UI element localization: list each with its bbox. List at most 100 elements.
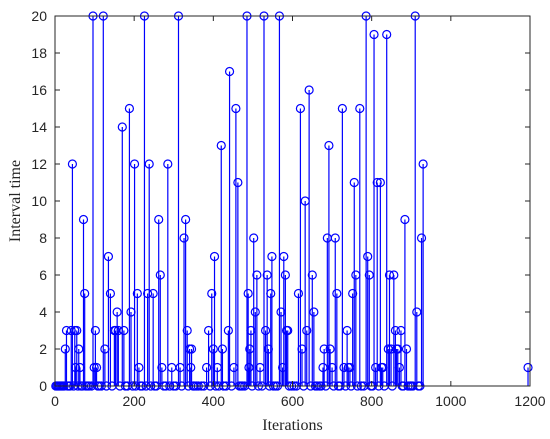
y-tick-label: 16 (31, 82, 47, 98)
stem-marker (523, 362, 533, 373)
x-tick-label: 1200 (514, 393, 545, 409)
stem-marker (327, 362, 337, 373)
stem-marker (307, 270, 317, 280)
stem-marker (223, 325, 233, 336)
stem-marker (78, 214, 89, 225)
stem-marker (163, 159, 173, 169)
stem-marker (342, 325, 352, 336)
stem-marker (90, 325, 100, 336)
stem-marker (267, 251, 277, 262)
stem-marker (207, 288, 217, 299)
stem-marker (295, 103, 306, 114)
stem-marker (279, 251, 289, 262)
stem-marker (134, 362, 144, 373)
stem-marker (393, 344, 403, 354)
stem-marker (389, 270, 399, 280)
y-tick-label: 0 (39, 378, 47, 394)
stem-marker (260, 325, 271, 336)
stem-marker (390, 325, 401, 336)
stem-marker (262, 270, 272, 280)
stem-marker (132, 288, 142, 299)
stem-marker (283, 325, 293, 336)
x-tick-label: 800 (360, 393, 384, 409)
stem-marker (179, 233, 189, 243)
stem-marker (394, 362, 404, 373)
stem-marker (117, 122, 127, 132)
stem-marker (252, 270, 262, 280)
stem-marker (143, 288, 153, 299)
y-tick-label: 8 (39, 230, 47, 246)
stem-marker (304, 85, 314, 95)
y-tick-label: 4 (39, 304, 47, 320)
stem-marker (124, 103, 135, 114)
x-tick-label: 400 (202, 393, 226, 409)
stem-marker (400, 214, 410, 225)
stem-marker (244, 362, 254, 373)
stem-marker (319, 344, 329, 354)
stem-marker (302, 325, 312, 336)
x-tick-label: 600 (281, 393, 305, 409)
axes-frame (54, 15, 531, 387)
stem-marker (231, 103, 241, 114)
stem-marker (416, 233, 427, 243)
stem-marker (325, 344, 335, 354)
stem-marker (355, 103, 365, 114)
stem-marker (129, 159, 140, 169)
stem-marker (154, 214, 164, 225)
stem-marker (74, 344, 84, 354)
stem-marker (103, 251, 114, 262)
stem-marker (375, 177, 385, 188)
stem-marker (89, 362, 99, 373)
x-tick-label: 1000 (435, 393, 466, 409)
stem-marker (266, 288, 276, 299)
stem-marker (157, 362, 167, 373)
stem-marker (250, 307, 260, 317)
stem-marker (418, 159, 428, 169)
stem-marker (182, 325, 192, 336)
stem-marker (155, 270, 165, 280)
stem-marker (67, 159, 78, 169)
data-marks (51, 11, 533, 391)
y-axis-label: Interval time (7, 160, 24, 242)
stem-marker (369, 29, 379, 40)
stem-marker (249, 233, 259, 243)
y-tick-label: 18 (31, 45, 47, 61)
stem-marker (372, 177, 382, 188)
stem-marker (233, 177, 243, 188)
stem-marker (91, 362, 102, 373)
axis-ticks: 0 200 400 600 800 1000 1200 0 2 4 6 8 10 12 14 16 18 20 (31, 8, 545, 409)
x-tick-label: 200 (122, 393, 146, 409)
stem-marker (371, 362, 381, 373)
stem-marker (293, 288, 304, 299)
stem-marker (209, 251, 220, 262)
stem-marker (181, 214, 191, 225)
y-tick-label: 10 (31, 193, 47, 209)
stem-marker (105, 288, 116, 299)
y-tick-label: 6 (39, 267, 47, 283)
stem-marker (363, 251, 373, 262)
stem-marker (348, 288, 358, 299)
stem-marker (217, 344, 228, 354)
y-tick-label: 20 (31, 8, 47, 24)
stem-marker (280, 270, 290, 280)
stem-marker (332, 288, 342, 299)
stem-marker (224, 66, 235, 77)
stem-marker (112, 307, 122, 317)
stem-marker (216, 140, 226, 151)
stem-marker (208, 344, 218, 354)
stem-marker (144, 159, 154, 169)
x-axis-label: Iterations (262, 417, 322, 434)
stem-marker (330, 233, 340, 243)
stem-marker (203, 325, 214, 336)
y-tick-label: 14 (31, 119, 47, 135)
stem-marker (186, 362, 196, 373)
stem-marker (309, 307, 319, 317)
stem-marker (186, 344, 197, 354)
stem-marker (80, 288, 90, 299)
x-tick-label: 0 (51, 393, 59, 409)
stem-marker (72, 325, 82, 336)
stem-marker (364, 270, 374, 280)
stem-marker (349, 177, 359, 188)
stem-marker (243, 288, 253, 299)
